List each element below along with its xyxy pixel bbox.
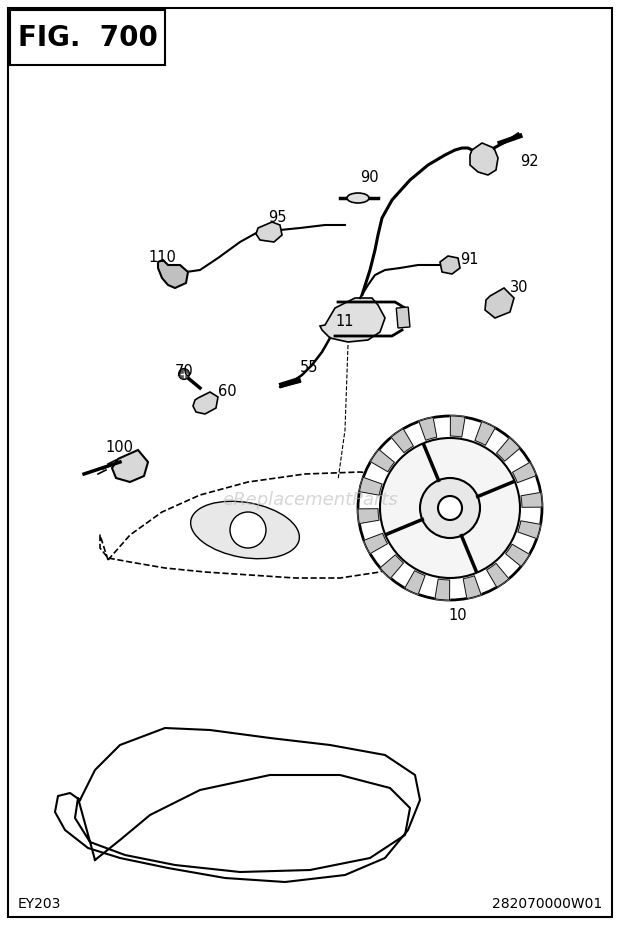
Polygon shape xyxy=(75,775,410,872)
Text: 11: 11 xyxy=(335,314,353,329)
Polygon shape xyxy=(450,416,465,437)
Ellipse shape xyxy=(347,193,369,203)
Circle shape xyxy=(380,438,520,578)
Polygon shape xyxy=(380,555,404,578)
Text: 95: 95 xyxy=(268,211,286,226)
Text: EY203: EY203 xyxy=(18,897,61,911)
Polygon shape xyxy=(485,288,514,318)
Circle shape xyxy=(420,478,480,538)
Circle shape xyxy=(179,368,190,379)
Text: FIG.  700: FIG. 700 xyxy=(18,24,158,52)
Polygon shape xyxy=(513,462,536,483)
Polygon shape xyxy=(435,579,449,600)
Polygon shape xyxy=(371,450,394,472)
Polygon shape xyxy=(158,260,188,288)
Text: eReplacementParts: eReplacementParts xyxy=(222,491,398,509)
Circle shape xyxy=(230,512,266,548)
Polygon shape xyxy=(518,521,541,538)
Polygon shape xyxy=(391,429,414,452)
Text: 92: 92 xyxy=(520,154,539,169)
Polygon shape xyxy=(419,417,436,440)
Polygon shape xyxy=(497,438,520,462)
Text: 60: 60 xyxy=(218,385,237,400)
Text: 30: 30 xyxy=(510,280,528,295)
Polygon shape xyxy=(360,477,382,495)
Polygon shape xyxy=(55,728,420,882)
Polygon shape xyxy=(112,450,148,482)
Polygon shape xyxy=(358,509,379,524)
Ellipse shape xyxy=(190,501,299,559)
Text: 110: 110 xyxy=(148,251,176,265)
Polygon shape xyxy=(506,544,529,566)
Text: 90: 90 xyxy=(360,170,379,186)
Bar xyxy=(396,307,410,328)
Polygon shape xyxy=(100,472,448,578)
Polygon shape xyxy=(470,143,498,175)
Text: 100: 100 xyxy=(105,440,133,455)
Polygon shape xyxy=(364,534,388,554)
Polygon shape xyxy=(463,575,481,598)
Polygon shape xyxy=(521,492,542,507)
Polygon shape xyxy=(256,222,282,242)
Polygon shape xyxy=(475,422,495,445)
Text: 91: 91 xyxy=(460,253,479,267)
Polygon shape xyxy=(487,563,509,587)
Polygon shape xyxy=(193,392,218,414)
Circle shape xyxy=(358,416,542,600)
Text: 10: 10 xyxy=(448,608,467,623)
Text: 282070000W01: 282070000W01 xyxy=(492,897,602,911)
Bar xyxy=(10,10,165,65)
Text: 55: 55 xyxy=(300,361,319,376)
Polygon shape xyxy=(405,571,425,594)
Text: 70: 70 xyxy=(175,364,193,379)
Polygon shape xyxy=(440,256,460,274)
Circle shape xyxy=(438,496,462,520)
Polygon shape xyxy=(320,298,385,342)
